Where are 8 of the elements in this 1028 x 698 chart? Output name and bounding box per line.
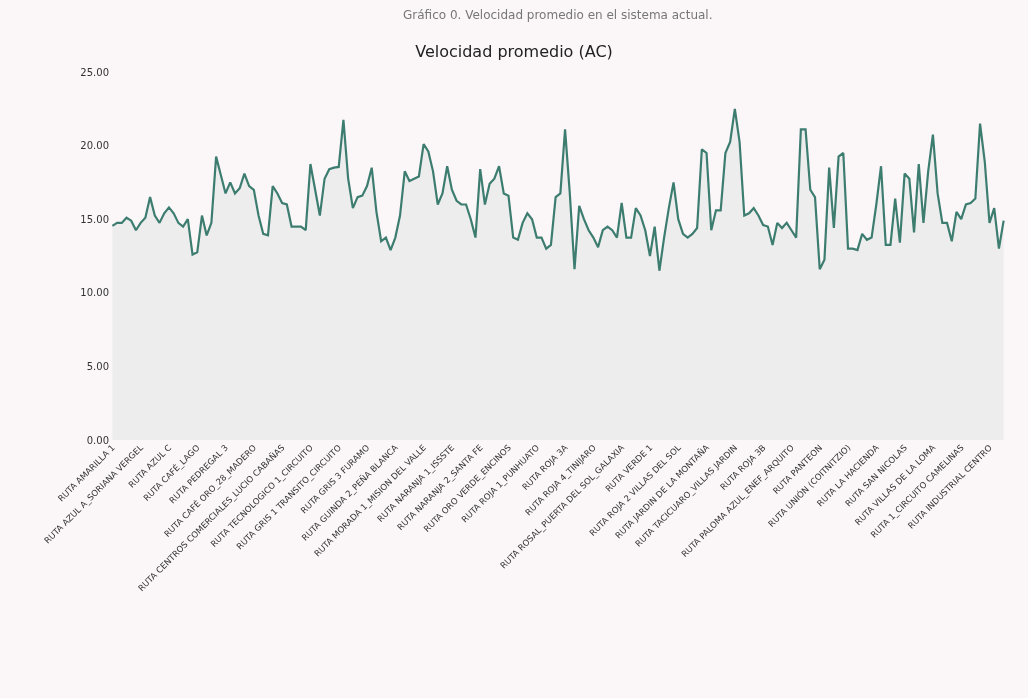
text: Gráfico 0. Velocidad promedio en el sistema actual. [403, 8, 713, 22]
y-tick-label: 5.00 [86, 360, 109, 372]
chart-title: Velocidad promedio (AC) [415, 41, 613, 61]
y-tick-label: 20.00 [80, 140, 109, 152]
y-tick-label: 0.00 [86, 434, 109, 446]
y-tick-label: 15.00 [80, 213, 109, 225]
y-tick-label: 25.00 [80, 66, 109, 78]
y-tick-label: 10.00 [80, 287, 109, 299]
